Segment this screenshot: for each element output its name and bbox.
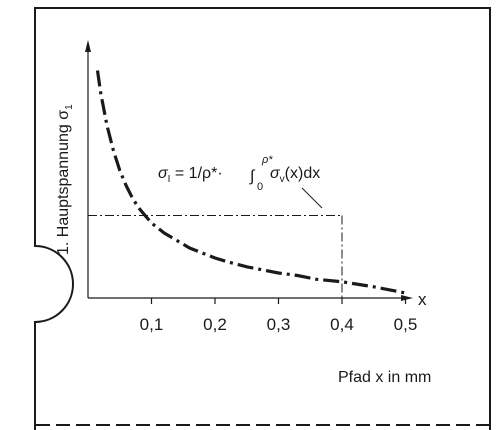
formula-upper-limit: ρ* (261, 154, 273, 166)
x-axis-arrow (401, 295, 413, 301)
specimen-outline (34, 7, 491, 430)
axes (85, 40, 413, 301)
y-axis-title: 1. Hauptspannung σ1 (55, 104, 75, 255)
averaging-box (88, 215, 343, 298)
x-tick-label: 0,2 (203, 315, 227, 334)
formula-eq: = 1/ρ*· (170, 165, 222, 182)
x-tick-label: 0,5 (394, 315, 418, 334)
svg-text:σv(x)dx: σv(x)dx (270, 165, 320, 185)
formula-lhs: σ (158, 165, 169, 182)
formula-lower-limit: 0 (257, 181, 263, 193)
series-line-principal-stress (95, 70, 406, 295)
formula-sigma-sub: v (280, 174, 285, 185)
formula-integral: ∫ (249, 168, 256, 185)
formula-sigma: σ (270, 165, 281, 182)
x-tick-label: 0,4 (330, 315, 354, 334)
x-ticks: 0,1 0,2 0,3 0,4 0,5 (140, 298, 418, 334)
svg-text:σI = 1/ρ*·: σI = 1/ρ*· (158, 165, 223, 185)
formula-tail: (x)dx (285, 165, 321, 182)
x-tick-label: 0,3 (267, 315, 291, 334)
annotation-leader (301, 187, 323, 209)
x-axis-letter: x (418, 290, 427, 309)
x-tick-label: 0,1 (140, 315, 164, 334)
y-axis-arrow (85, 40, 91, 52)
formula-lhs-sub: I (168, 174, 171, 185)
annotation-formula: σI = 1/ρ*· ∫ ρ* 0 σv(x)dx (158, 154, 320, 193)
x-axis-title: Pfad x in mm (338, 369, 431, 386)
